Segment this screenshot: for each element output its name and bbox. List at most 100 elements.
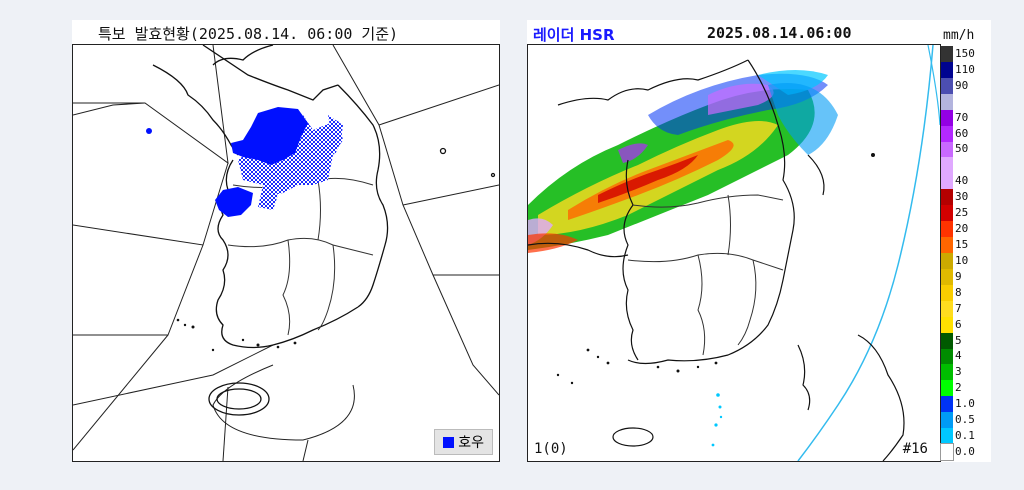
scale-swatch xyxy=(941,300,953,317)
scale-swatch xyxy=(941,77,953,94)
scale-swatch xyxy=(941,205,953,222)
scale-label: 1.0 xyxy=(955,397,975,411)
scale-row: 50 xyxy=(941,141,969,158)
scale-label: 7 xyxy=(955,301,962,315)
scale-swatch xyxy=(941,189,953,206)
advisory-area-east[interactable] xyxy=(328,115,343,155)
scale-label: 0.1 xyxy=(955,429,975,443)
warning-area-gyeonggi[interactable] xyxy=(231,107,308,165)
scale-label: 3 xyxy=(955,365,962,379)
scale-row: 2 xyxy=(941,380,962,397)
scale-row: 90 xyxy=(941,77,969,94)
scale-row: 0.1 xyxy=(941,428,975,445)
scale-row: 0.5 xyxy=(941,412,975,429)
scale-label: 60 xyxy=(955,126,969,140)
scale-swatch xyxy=(941,61,953,78)
scale-swatch xyxy=(940,443,954,461)
warning-map-canvas xyxy=(73,45,499,461)
scale-swatch xyxy=(941,125,953,142)
scale-row: 1.0 xyxy=(941,396,975,413)
warning-panel: 특보 발효현황(2025.08.14. 06:00 기준) xyxy=(72,20,500,462)
scale-label: 6 xyxy=(955,317,962,331)
scale-label: 4 xyxy=(955,349,962,363)
radar-province-lines xyxy=(627,194,784,356)
scale-swatch xyxy=(941,157,953,174)
islands xyxy=(176,318,297,352)
scale-swatch xyxy=(941,332,953,349)
radar-unit: mm/h xyxy=(943,28,975,43)
scale-label: 30 xyxy=(955,190,969,204)
scale-swatch xyxy=(941,428,953,445)
advisory-area-chungnam[interactable] xyxy=(258,185,278,210)
radar-time: 2025.08.14.06:00 xyxy=(707,24,852,42)
radar-panel: 레이더 HSR 2025.08.14.06:00 mm/h xyxy=(527,20,991,462)
scale-swatch xyxy=(941,412,953,429)
radar-scattered-echo xyxy=(711,393,723,447)
scale-swatch xyxy=(941,396,953,413)
legend-swatch-heavy-rain xyxy=(443,436,455,448)
scale-label: 9 xyxy=(955,269,962,283)
scale-label: 0.0 xyxy=(955,445,975,459)
scale-row: 150 xyxy=(941,46,975,62)
radar-title: 레이더 HSR xyxy=(533,26,615,44)
scale-row: 60 xyxy=(941,125,969,142)
radar-coastlines xyxy=(528,59,905,461)
warning-area-west[interactable] xyxy=(215,187,253,217)
warning-map-title: 특보 발효현황(2025.08.14. 06:00 기준) xyxy=(98,25,399,43)
sea-zone-lines xyxy=(73,45,499,461)
scale-label: 15 xyxy=(955,238,969,252)
legend-label-heavy-rain: 호우 xyxy=(458,435,484,451)
scale-row: 9 xyxy=(941,268,962,285)
scale-label: 70 xyxy=(955,110,969,124)
scale-row: 7 xyxy=(941,300,962,317)
scale-row: 110 xyxy=(941,61,975,78)
radar-range-line xyxy=(797,45,934,461)
scale-row: 5 xyxy=(941,332,962,349)
scale-label: 150 xyxy=(955,46,975,60)
radar-bottom-left-label: 1(0) xyxy=(534,441,568,457)
scale-swatch xyxy=(941,237,953,253)
scale-row: 20 xyxy=(941,221,969,238)
radar-map[interactable]: 1(0) #16 xyxy=(527,44,941,462)
radar-color-scale: 150 110 90 70 60 50 40 30 25 20 15 10 9 8 7 6 5 4 3 2 1.0 0.5… xyxy=(940,46,989,461)
radar-bottom-right-label: #16 xyxy=(902,441,928,457)
scale-label: 110 xyxy=(955,62,975,76)
scale-swatch xyxy=(941,109,953,126)
scale-swatch xyxy=(941,221,953,238)
scale-label: 0.5 xyxy=(955,413,975,427)
coastlines xyxy=(152,45,496,416)
scale-row: 25 xyxy=(941,205,969,222)
scale-label: 25 xyxy=(955,206,969,220)
scale-swatch xyxy=(941,380,953,397)
scale-label: 90 xyxy=(955,78,969,92)
warning-area-island[interactable] xyxy=(146,128,152,134)
scale-label: 10 xyxy=(955,253,969,267)
scale-swatch xyxy=(941,141,953,158)
radar-map-canvas xyxy=(528,45,940,461)
precipitation-echo xyxy=(528,70,838,253)
warning-map[interactable]: 호우 xyxy=(72,44,500,462)
scale-swatch xyxy=(941,284,953,301)
scale-swatch xyxy=(941,253,953,269)
radar-islands xyxy=(556,153,875,385)
scale-row: 15 xyxy=(941,237,968,253)
scale-row: 6 xyxy=(941,316,962,333)
scale-row: 40 xyxy=(941,173,969,190)
scale-row: 3 xyxy=(941,364,962,381)
scale-swatch xyxy=(941,93,953,110)
scale-label: 2 xyxy=(955,381,962,395)
scale-label: 20 xyxy=(955,222,969,236)
scale-label: 40 xyxy=(955,174,969,188)
scale-row: 30 xyxy=(941,189,969,206)
scale-row: 8 xyxy=(941,284,962,301)
scale-row xyxy=(941,93,955,110)
scale-swatch xyxy=(941,316,953,333)
scale-swatch xyxy=(941,173,953,190)
scale-row xyxy=(941,157,955,174)
scale-row: 70 xyxy=(941,109,969,126)
scale-row: 10 xyxy=(941,253,968,269)
scale-swatch xyxy=(941,268,953,285)
scale-swatch xyxy=(941,46,953,62)
scale-label: 50 xyxy=(955,142,969,156)
scale-row: 0.0 xyxy=(940,443,975,461)
